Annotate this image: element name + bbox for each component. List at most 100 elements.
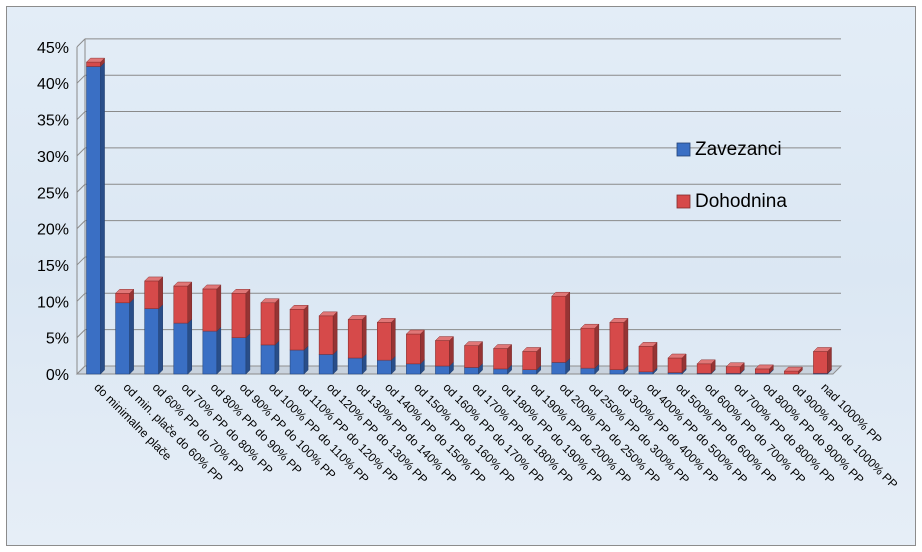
bar-top <box>522 347 542 352</box>
bar-side <box>100 61 105 375</box>
bar-top <box>173 281 193 287</box>
bar-segment <box>144 308 159 375</box>
bar-segment <box>318 354 334 375</box>
bar-side <box>827 346 832 374</box>
bar-segment <box>493 348 508 370</box>
bar-segment <box>435 340 450 367</box>
bar-side <box>565 291 571 363</box>
bar-top <box>609 318 629 323</box>
bar-segment <box>347 357 363 375</box>
y-tick-label: 35% <box>37 113 69 130</box>
gridline-side <box>76 220 86 229</box>
chart-frame: 0% 5% 10% 15% 20% 25% 30% 35% 40% 45% do minimaln… <box>6 6 916 546</box>
bar-top <box>754 364 774 370</box>
legend-swatch <box>676 142 691 157</box>
bars <box>85 57 833 375</box>
bar-side <box>623 317 629 371</box>
bar-top <box>434 336 455 341</box>
bar-top <box>260 298 280 304</box>
bar-segment <box>115 302 130 375</box>
y-tick-label: 45% <box>37 40 69 57</box>
y-axis-ticks: 0% 5% 10% 15% 20% 25% 30% 35% 40% 45% <box>37 40 69 384</box>
bar-segment <box>260 302 276 346</box>
y-tick-label: 20% <box>37 222 69 239</box>
bar-side <box>652 341 658 373</box>
bar-top <box>289 305 309 310</box>
bar-segment <box>784 370 799 375</box>
bar-top <box>783 366 803 372</box>
bar-segment <box>377 359 392 375</box>
bar-segment <box>464 345 479 368</box>
bar-segment <box>464 367 479 375</box>
bar-segment <box>231 293 247 338</box>
bar-segment <box>115 293 130 304</box>
bar-top <box>85 57 106 63</box>
y-tick-label: 15% <box>37 258 69 275</box>
bar-side <box>478 341 483 369</box>
bar-side <box>274 298 280 346</box>
bar-segment <box>260 344 276 375</box>
gridline-side <box>76 183 86 193</box>
bar-segment <box>725 366 741 374</box>
bar-segment <box>289 308 305 351</box>
bar-side <box>361 314 367 359</box>
bar-side <box>303 345 309 375</box>
bar-segment <box>522 369 537 375</box>
y-tick-label: 0% <box>46 367 69 384</box>
bar-segment <box>609 322 625 370</box>
bar-top <box>318 311 338 317</box>
bar-top <box>202 284 222 290</box>
bar-side <box>245 288 251 339</box>
bar-segment <box>551 362 567 375</box>
gridline-side <box>76 292 86 302</box>
bar-segment <box>696 363 712 374</box>
legend-label: Dohodnina <box>695 191 787 212</box>
bar-segment <box>231 337 247 375</box>
bar-segment <box>406 363 421 375</box>
bar-segment <box>638 346 654 373</box>
legend-swatch <box>676 194 691 209</box>
bar-side <box>158 276 163 310</box>
legend-label: Zavezanci <box>695 139 782 160</box>
bar-segment <box>435 365 450 375</box>
bar-segment <box>173 285 189 324</box>
bar-top <box>231 289 251 294</box>
bar-segment <box>813 351 828 374</box>
bar-segment <box>377 322 392 361</box>
bar-side <box>129 298 134 375</box>
bar-segment <box>522 351 537 370</box>
bar-side <box>187 281 193 324</box>
bar-top <box>551 291 571 297</box>
bar-segment <box>493 368 508 375</box>
bar-segment <box>202 330 218 375</box>
bar-top <box>493 344 513 349</box>
bar-side <box>594 323 600 369</box>
y-tick-label: 40% <box>37 76 69 93</box>
gridline-side <box>76 329 86 339</box>
bar-side <box>216 326 222 375</box>
bar-segment <box>755 368 770 374</box>
bar-side <box>420 329 425 365</box>
bar-top <box>463 341 484 346</box>
bar-top <box>725 362 745 367</box>
gridline-side <box>76 38 86 48</box>
bar-side <box>216 284 222 332</box>
bar-segment <box>406 333 421 365</box>
bar-side <box>391 317 396 361</box>
bar-top <box>812 347 833 352</box>
bar-top <box>580 323 600 329</box>
bar-side <box>449 335 454 367</box>
bar-side <box>274 340 280 375</box>
y-tick-label: 10% <box>37 294 69 311</box>
bar-top <box>405 329 425 335</box>
bar-side <box>245 333 251 375</box>
bar-side <box>303 304 309 351</box>
gridline-side <box>76 74 86 84</box>
gridline-side <box>76 256 86 266</box>
bar-segment <box>551 295 567 363</box>
y-tick-label: 30% <box>37 149 69 166</box>
bar-segment <box>609 369 625 375</box>
bar-segment <box>289 349 305 375</box>
bar-top <box>696 359 716 365</box>
